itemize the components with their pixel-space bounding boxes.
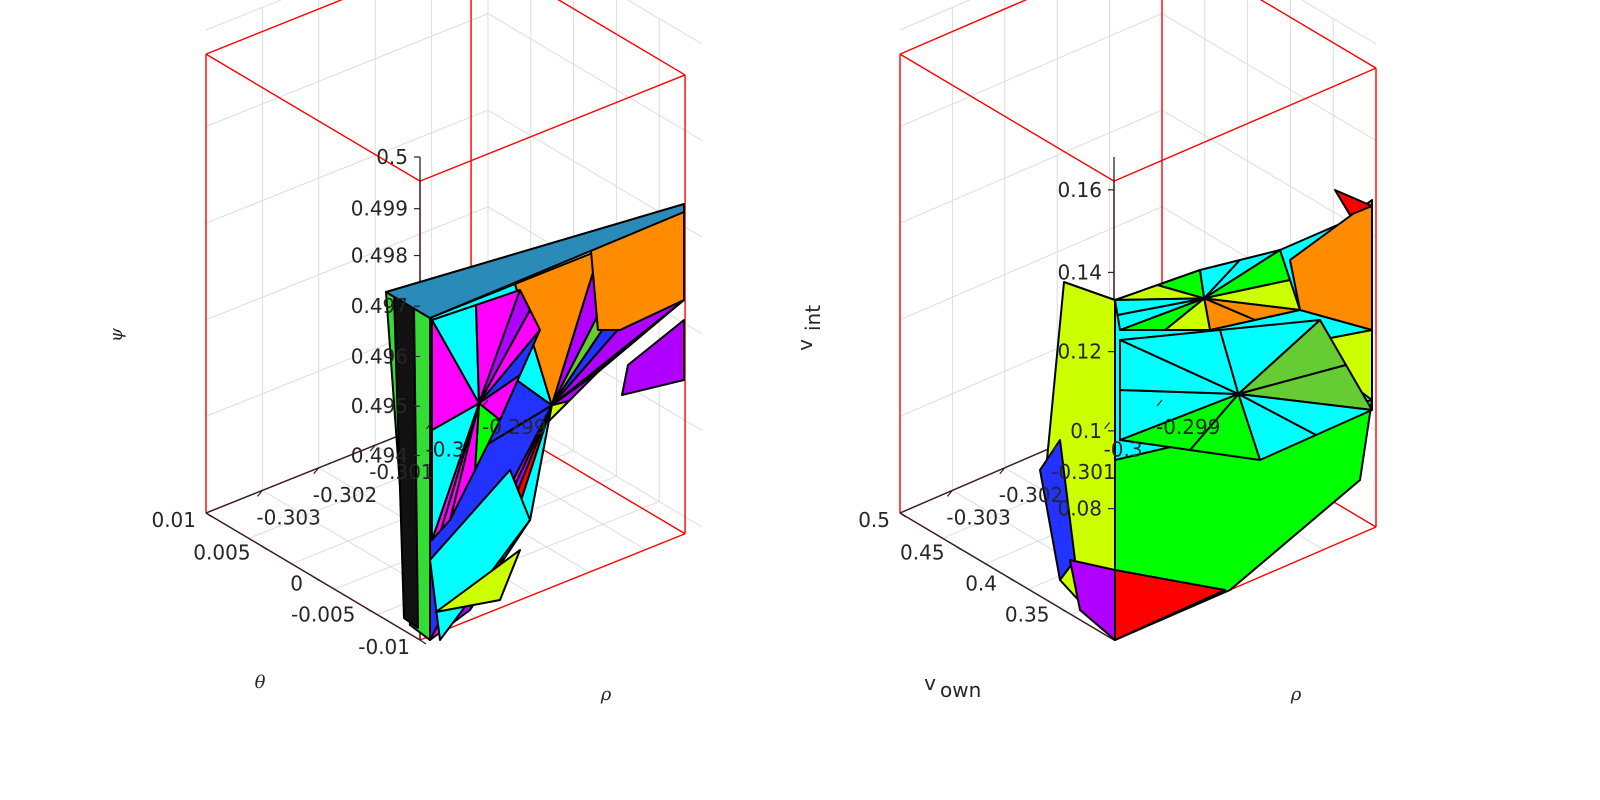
- z-tick-label: 0.498: [351, 244, 408, 268]
- z-tick-label: 0.494: [351, 443, 408, 467]
- y-tick-label: -0.301: [1051, 460, 1115, 484]
- y-tick-label: -0.303: [256, 505, 320, 529]
- surface-facet: [431, 319, 480, 431]
- z-tick-label: 0.495: [351, 394, 408, 418]
- z-axis-label-main: v: [793, 339, 817, 351]
- y-tick-label: -0.3: [1104, 438, 1143, 462]
- z-tick-label: 0.496: [351, 344, 408, 368]
- polytope-shape: [385, 203, 685, 641]
- x-tick-label: 0.45: [900, 540, 945, 564]
- z-tick-label: 0.499: [351, 197, 408, 221]
- top-facets: [1114, 249, 1301, 331]
- tick-labels: 0.5 0.499 0.498 0.497 0.496 0.495 0.494 0.01 0.0…: [151, 145, 546, 659]
- front-facets: [431, 289, 541, 541]
- x-tick-label: 0.4: [965, 572, 997, 596]
- x-tick-label: 0.01: [151, 508, 196, 532]
- left-3d-plot: 0.5 0.499 0.498 0.497 0.496 0.495 0.494 0.01 0.0…: [106, 0, 703, 705]
- z-tick-label: 0.5: [376, 145, 408, 169]
- x-tick-label: -0.01: [358, 635, 410, 659]
- z-tick-label: 0.14: [1057, 260, 1102, 284]
- x-axis-label-main: v: [924, 671, 936, 695]
- axis-labels: ψ θ ρ: [106, 327, 612, 705]
- z-tick-label: 0.16: [1057, 178, 1102, 202]
- tick-labels: 0.160.140.120.10.080.50.450.40.35-0.303-…: [858, 178, 1220, 627]
- surface-facet: [1114, 297, 1206, 316]
- surface-facet: [1334, 189, 1373, 216]
- x-tick-label: 0.005: [193, 540, 250, 564]
- z-tick-label: 0.08: [1057, 497, 1102, 521]
- x-tick-label: 0: [290, 572, 303, 596]
- x-tick-label: 0.35: [1005, 603, 1050, 627]
- z-axis-label: ψ: [106, 327, 127, 342]
- surface-facet: [1069, 559, 1116, 641]
- y-tick-label: -0.302: [313, 483, 377, 507]
- y-axis-label: ρ: [600, 684, 612, 705]
- mid-facets: [1119, 319, 1373, 461]
- y-tick-label: -0.3: [426, 438, 465, 462]
- z-tick-label: 0.12: [1057, 340, 1102, 364]
- surface-facet: [435, 549, 521, 613]
- surface-facet: [621, 319, 685, 396]
- z-axis-label: v int: [793, 305, 825, 351]
- z-tick-label: 0.1: [1070, 419, 1102, 443]
- x-tick-label: 0.5: [858, 508, 890, 532]
- z-axis-label-sub: int: [801, 305, 825, 331]
- x-tick-label: -0.005: [291, 603, 355, 627]
- z-tick-label: 0.497: [351, 294, 408, 318]
- polytope-shape: [1039, 189, 1373, 641]
- right-3d-plot: 0.160.140.120.10.080.50.450.40.35-0.303-…: [793, 0, 1377, 705]
- x-axis-label: θ: [255, 672, 266, 693]
- y-tick-label: -0.299: [482, 415, 546, 439]
- y-tick-label: -0.299: [1156, 415, 1220, 439]
- y-tick-label: -0.303: [946, 505, 1010, 529]
- surface-facet: [385, 203, 685, 319]
- y-tick-label: -0.301: [369, 460, 433, 484]
- surface-facet: [1119, 339, 1240, 395]
- y-axis-label: ρ: [1290, 684, 1302, 705]
- x-axis-label-sub: own: [940, 678, 981, 702]
- y-tick-label: -0.302: [999, 483, 1063, 507]
